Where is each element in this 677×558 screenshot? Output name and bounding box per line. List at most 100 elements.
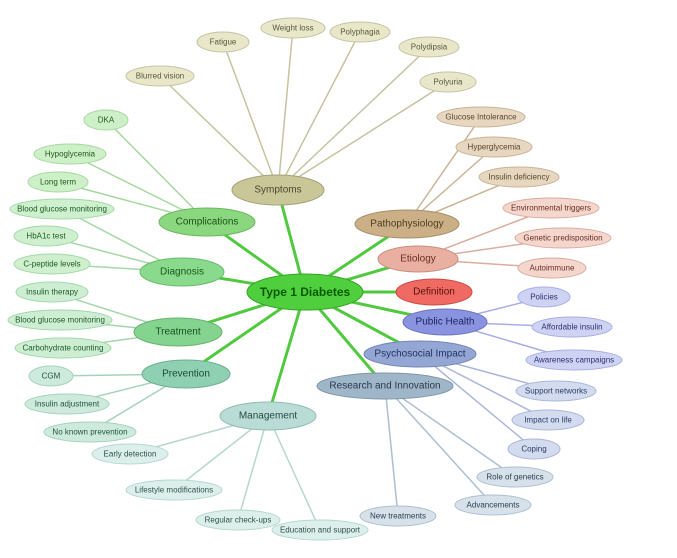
branch-management: Management [220,402,316,430]
leaf-symptoms-3: Polyphagia [330,22,390,42]
leaf-etiology-0-label: Environmental triggers [511,204,591,213]
branch-pathophysiology-label: Pathophysiology [370,219,443,230]
edge-complications-2 [106,120,207,222]
leaf-management-2-label: Lifestyle modifications [135,486,213,495]
leaf-management-1-label: Regular check-ups [205,516,272,525]
leaf-publichealth-1-label: Affordable insulin [541,323,602,332]
leaf-management-1: Regular check-ups [196,510,280,530]
leaf-publichealth-0-label: Policies [530,293,558,302]
branch-diagnosis-label: Diagnosis [160,267,204,278]
leaf-treatment-1: Blood glucose monitoring [8,310,112,330]
leaf-psychosocial-2: Coping [508,439,560,459]
leaf-treatment-1-label: Blood glucose monitoring [15,316,105,325]
branch-complications-label: Complications [176,217,239,228]
edge-symptoms-0 [160,76,278,190]
branch-research: Research and Innovation [317,373,453,399]
leaf-symptoms-0-label: Blurred vision [136,72,184,81]
branch-research-label: Research and Innovation [329,381,440,392]
leaf-pathophysiology-0-label: Glucose Intolerance [445,113,517,122]
leaf-publichealth-1: Affordable insulin [532,317,612,337]
edge-symptoms-4 [278,47,429,190]
leaf-diagnosis-0: C-peptide levels [14,254,90,274]
leaf-treatment-2-label: Insulin therapy [26,288,78,297]
edge-research-1 [385,386,493,505]
leaf-diagnosis-2-label: Blood glucose monitoring [17,205,107,214]
branch-symptoms-label: Symptoms [254,185,301,196]
leaf-etiology-0: Environmental triggers [503,198,599,218]
leaf-symptoms-5: Polyuria [420,72,476,92]
leaf-research-1-label: Advancements [467,501,520,510]
leaf-diagnosis-0-label: C-peptide levels [23,260,80,269]
branch-prevention-label: Prevention [162,369,210,380]
leaf-treatment-0: Carbohydrate counting [15,338,111,358]
leaf-prevention-2-label: CGM [42,372,61,381]
leaf-research-0: Role of genetics [477,467,553,487]
leaf-treatment-0-label: Carbohydrate counting [23,344,104,353]
branch-treatment-label: Treatment [155,327,200,338]
leaf-complications-0: Long term [28,172,88,192]
leaf-diagnosis-1-label: HbA1c test [26,232,66,241]
edge-root-management [268,292,305,416]
leaf-prevention-0-label: No known prevention [52,428,127,437]
edge-research-2 [385,386,398,516]
branch-prevention: Prevention [142,360,230,388]
leaf-pathophysiology-2: Insulin deficiency [479,167,559,187]
branch-pathophysiology: Pathophysiology [355,210,459,238]
leaf-prevention-1-label: Insulin adjustment [35,400,100,409]
leaf-research-1: Advancements [455,495,531,515]
leaf-publichealth-0: Policies [518,287,570,307]
leaf-symptoms-2: Weight loss [261,18,325,38]
leaf-research-2-label: New treatments [370,512,426,521]
leaf-complications-2: DKA [84,110,128,130]
leaf-diagnosis-2: Blood glucose monitoring [10,199,114,219]
leaf-psychosocial-2-label: Coping [521,445,546,454]
leaf-symptoms-3-label: Polyphagia [340,28,380,37]
branch-publichealth: Public Health [403,309,487,335]
branch-etiology: Etiology [378,246,458,272]
edge-management-1 [238,416,268,520]
leaf-psychosocial-0-label: Support networks [525,387,587,396]
branch-symptoms: Symptoms [232,175,324,205]
edge-symptoms-5 [278,82,448,190]
leaf-pathophysiology-1: Hyperglycemia [456,137,532,157]
leaf-management-3: Early detection [92,444,168,464]
leaf-etiology-1: Genetic predisposition [515,228,611,248]
branch-diagnosis: Diagnosis [140,258,224,286]
leaf-complications-1: Hypoglycemia [34,144,106,164]
leaf-psychosocial-1: Impact on life [512,410,584,430]
leaf-psychosocial-0: Support networks [516,381,596,401]
branch-complications: Complications [159,208,255,236]
leaf-publichealth-2: Awareness campaigns [526,350,622,370]
branch-etiology-label: Etiology [400,254,436,265]
leaf-prevention-2: CGM [29,366,73,386]
leaf-pathophysiology-1-label: Hyperglycemia [468,143,521,152]
leaf-symptoms-5-label: Polyuria [434,78,463,87]
mindmap-diagram: Blurred vision Fatigue Weight loss Polyphag… [0,0,677,558]
leaf-symptoms-4-label: Polydipsia [411,43,448,52]
branch-definition: Definition [396,279,472,305]
leaf-research-0-label: Role of genetics [486,473,543,482]
leaf-management-0-label: Education and support [280,526,361,535]
leaf-symptoms-4: Polydipsia [399,37,459,57]
branch-management-label: Management [239,411,298,422]
leaf-symptoms-2-label: Weight loss [272,24,313,33]
leaf-prevention-0: No known prevention [44,422,136,442]
leaf-etiology-1-label: Genetic predisposition [523,234,602,243]
branch-publichealth-label: Public Health [416,317,475,328]
root-node: Type 1 Diabetes [247,274,363,310]
leaf-research-2: New treatments [360,506,436,526]
leaf-management-0: Education and support [272,520,368,540]
leaf-complications-1-label: Hypoglycemia [45,150,96,159]
leaf-prevention-1: Insulin adjustment [25,394,109,414]
leaf-etiology-2-label: Autoimmune [530,264,575,273]
leaf-psychosocial-1-label: Impact on life [524,416,572,425]
root-node-group: Type 1 Diabetes [247,274,363,310]
leaf-complications-2-label: DKA [98,116,115,125]
leaf-pathophysiology-2-label: Insulin deficiency [489,173,550,182]
edge-research-0 [385,386,515,477]
edge-psychosocial-2 [420,354,534,449]
leaf-symptoms-1-label: Fatigue [210,38,237,47]
leaf-etiology-2: Autoimmune [518,258,586,278]
leaf-management-2: Lifestyle modifications [126,480,222,500]
edge-management-0 [268,416,320,530]
